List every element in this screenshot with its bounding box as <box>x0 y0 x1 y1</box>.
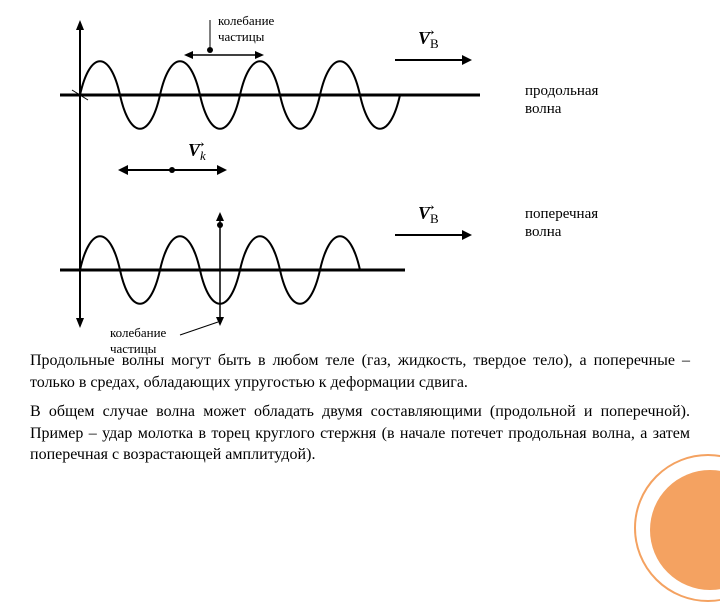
wave-diagram-svg <box>0 0 720 350</box>
wave1-label-text: продольнаяволна <box>525 83 598 117</box>
vector-arrow-icon: → <box>191 134 207 152</box>
wave2-particle-label: колебаниечастицы <box>110 325 166 356</box>
wave1-label: продольнаяволна <box>525 82 598 118</box>
vector-arrow-icon: → <box>421 197 437 215</box>
wave2-label-text: поперечнаяволна <box>525 206 598 240</box>
wave2-vb-arrow-head-icon <box>462 230 472 240</box>
paragraph-2: В общем случае волна может обладать двум… <box>30 401 690 466</box>
axis-arrow-up-icon <box>76 20 84 30</box>
wave1-vb-vector-label: → VВ <box>418 28 439 52</box>
paragraph-1: Продольные волны могут быть в любом теле… <box>30 350 690 393</box>
diagram-area: колебаниечастицы продольнаяволна попереч… <box>0 0 720 350</box>
vector-arrow-icon: → <box>421 22 437 40</box>
wave1-osc-arrow-right-icon <box>255 51 264 59</box>
axis-arrow-down-icon <box>76 318 84 328</box>
wave1-vb-arrow-head-icon <box>462 55 472 65</box>
wave1-osc-arrow-left-icon <box>184 51 193 59</box>
body-text: Продольные волны могут быть в любом теле… <box>0 350 720 466</box>
wave2-vb-vector-label: → VВ <box>418 203 439 227</box>
wave2-particle-label-text: колебаниечастицы <box>110 325 166 356</box>
wave1-vk-arrow-left-icon <box>118 165 128 175</box>
wave1-vk-dot-icon <box>169 167 175 173</box>
wave1-particle-label-line1: колебаниечастицы <box>218 13 274 44</box>
wave1-vk-vector-label: → Vk <box>188 140 206 164</box>
wave1-vk-arrow-right-icon <box>217 165 227 175</box>
wave1-particle-label: колебаниечастицы <box>218 13 274 44</box>
wave2-particle-leader <box>180 322 218 335</box>
wave2-label: поперечнаяволна <box>525 205 598 241</box>
wave2-osc-arrow-up-icon <box>216 212 224 221</box>
wave2-osc-arrow-down-icon <box>216 317 224 326</box>
